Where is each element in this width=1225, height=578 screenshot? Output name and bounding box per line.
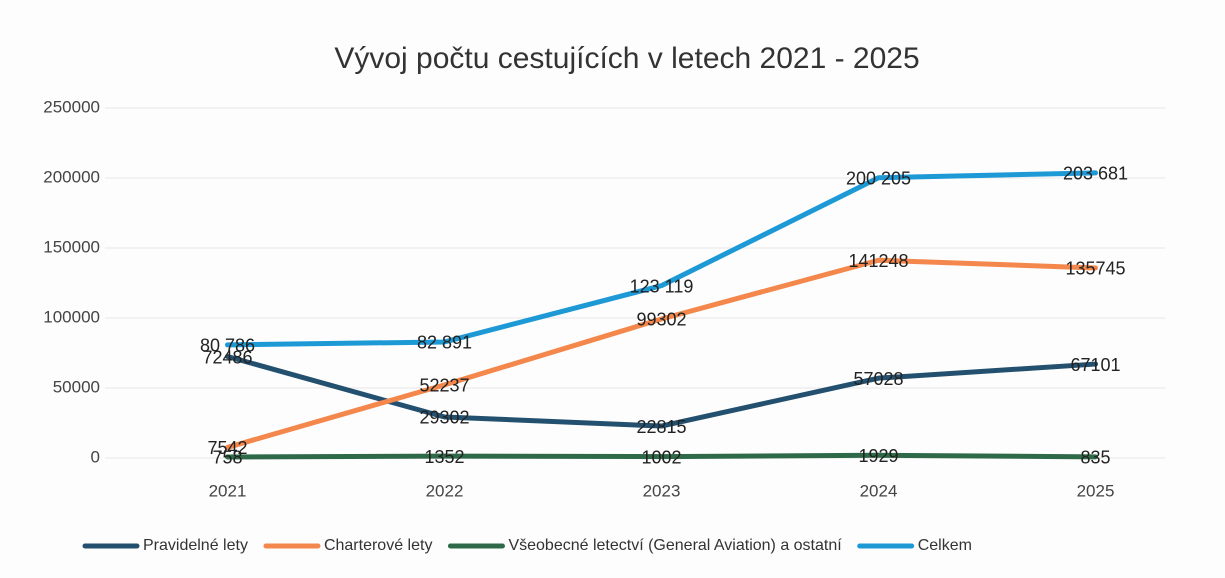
y-tick-label: 150000 bbox=[43, 237, 100, 256]
y-tick-label: 50000 bbox=[53, 377, 100, 396]
y-tick-label: 0 bbox=[91, 447, 100, 466]
y-tick-label: 250000 bbox=[43, 97, 100, 116]
data-label: 1002 bbox=[641, 447, 681, 467]
series-line bbox=[225, 170, 1098, 348]
legend-label: Všeobecné letectví (General Aviation) a … bbox=[508, 537, 842, 554]
data-label: 135745 bbox=[1065, 259, 1125, 279]
data-label: 7542 bbox=[207, 438, 247, 458]
x-tick-label: 2021 bbox=[209, 481, 247, 500]
legend-label: Celkem bbox=[918, 537, 972, 554]
x-tick-label: 2025 bbox=[1077, 481, 1115, 500]
x-tick-label: 2024 bbox=[860, 481, 898, 500]
data-label: 1352 bbox=[424, 447, 464, 467]
data-label: 29302 bbox=[419, 408, 469, 428]
data-label: 82 891 bbox=[417, 333, 472, 353]
chart-title: Vývoj počtu cestujících v letech 2021 - … bbox=[334, 42, 919, 75]
data-label: 758 bbox=[212, 448, 242, 468]
legend-label: Pravidelné lety bbox=[143, 537, 248, 554]
data-label: 835 bbox=[1080, 448, 1110, 468]
data-label: 1929 bbox=[858, 446, 898, 466]
x-tick-label: 2023 bbox=[643, 481, 681, 500]
series-line bbox=[225, 257, 1098, 450]
data-label: 67101 bbox=[1070, 355, 1120, 375]
data-label: 22815 bbox=[636, 417, 686, 437]
data-label: 52237 bbox=[419, 376, 469, 396]
data-label: 141248 bbox=[848, 251, 908, 271]
data-label: 72486 bbox=[202, 347, 252, 367]
y-tick-label: 200000 bbox=[43, 167, 100, 186]
data-label: 80 786 bbox=[200, 336, 255, 356]
y-tick-label: 100000 bbox=[43, 307, 100, 326]
data-label: 123 119 bbox=[630, 276, 694, 296]
data-label: 57028 bbox=[853, 369, 903, 389]
data-label: 200 205 bbox=[846, 168, 911, 188]
data-label: 203 681 bbox=[1063, 164, 1128, 184]
x-tick-label: 2022 bbox=[426, 481, 464, 500]
data-label: 99302 bbox=[636, 310, 686, 330]
series-line bbox=[225, 354, 1098, 429]
legend-label: Charterové lety bbox=[324, 537, 433, 554]
series-line bbox=[225, 452, 1098, 460]
